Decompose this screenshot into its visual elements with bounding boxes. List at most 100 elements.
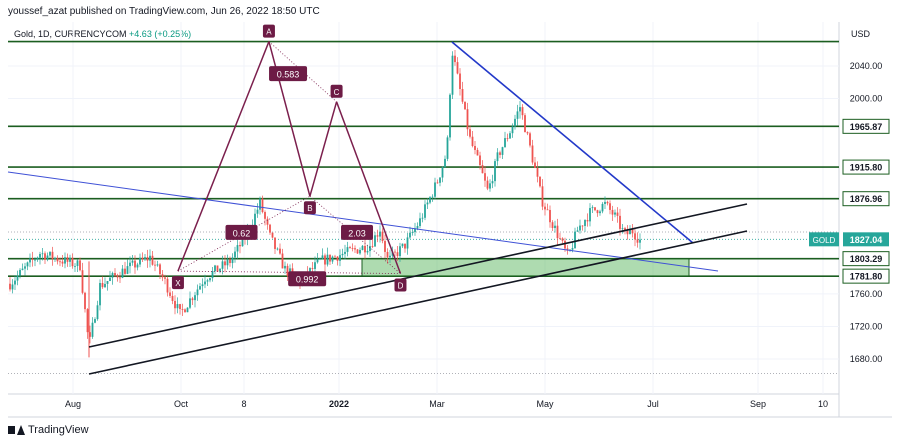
candle-body	[64, 257, 66, 264]
time-tick-label: Aug	[65, 399, 81, 409]
candles-layer	[9, 49, 641, 358]
time-axis[interactable]: Aug Oct 8 2022 Mar May Jul Sep 10	[65, 399, 828, 409]
candle-body	[21, 268, 24, 270]
candle-body	[231, 257, 234, 264]
footer-brand: TradingView	[28, 424, 89, 436]
candle-body	[401, 243, 404, 247]
price-axis[interactable]: 2040.00 2000.00 1760.00 1720.00 1680.00 1965.…	[809, 61, 890, 364]
candle-body	[429, 197, 431, 203]
candle-body	[46, 255, 49, 260]
time-tick-label: 8	[241, 399, 246, 409]
candle-body	[239, 245, 241, 247]
candle-body	[141, 257, 144, 260]
footer[interactable]: TradingView	[8, 424, 89, 436]
levels-layer	[8, 40, 839, 277]
candle-body	[354, 248, 356, 250]
candle-body	[366, 251, 369, 253]
candle-body	[456, 62, 459, 74]
candle-body	[474, 145, 476, 150]
candle-body	[564, 240, 566, 249]
candle-body	[574, 231, 576, 249]
candle-body	[191, 298, 194, 301]
time-tick-label: 2022	[329, 399, 349, 409]
candle-body	[254, 213, 256, 227]
candle-body	[531, 145, 534, 163]
candle-body	[324, 255, 326, 265]
candle-body	[26, 262, 29, 267]
candle-body	[149, 255, 151, 261]
candle-body	[211, 271, 214, 279]
candle-body	[404, 243, 406, 249]
candle-body	[131, 260, 134, 263]
candle-body	[544, 206, 546, 210]
candle-body	[224, 261, 226, 266]
candle-body	[344, 251, 346, 254]
candle-body	[286, 265, 289, 276]
candle-body	[259, 198, 261, 210]
candle-body	[279, 248, 281, 254]
candle-body	[266, 218, 269, 225]
candle-body	[269, 224, 271, 233]
candle-body	[491, 181, 494, 184]
candle-body	[584, 220, 586, 226]
time-tick-label: Mar	[429, 399, 445, 409]
candle-body	[349, 247, 351, 249]
candle-body	[329, 254, 331, 262]
pattern-ratio-label: 0.62	[233, 228, 251, 238]
candle-body	[11, 284, 14, 290]
candle-body	[591, 207, 594, 209]
pattern-ratio-label: 0.583	[277, 70, 300, 80]
level-price-label: 1781.80	[850, 272, 883, 282]
publisher-line: youssef_azat published on TradingView.co…	[8, 6, 320, 17]
candle-body	[461, 89, 464, 102]
candle-body	[271, 232, 274, 238]
candle-body	[439, 177, 441, 183]
demand-zone-rect	[361, 258, 690, 277]
candle-body	[386, 251, 389, 258]
candle-body	[136, 264, 139, 268]
candle-body	[421, 217, 424, 219]
candle-body	[416, 226, 419, 229]
candle-body	[504, 138, 506, 148]
time-tick-label: Jul	[647, 399, 659, 409]
pattern-point-badge	[394, 278, 407, 292]
channel-lower-line	[88, 230, 748, 375]
candle-body	[111, 273, 114, 278]
candle-body	[204, 281, 206, 285]
candle-body	[399, 246, 401, 257]
candle-body	[216, 265, 219, 272]
candle-body	[311, 268, 314, 269]
candle-body	[561, 238, 564, 241]
candle-body	[76, 260, 79, 266]
candle-body	[396, 252, 399, 257]
candle-body	[536, 168, 539, 177]
candle-body	[466, 109, 469, 130]
grid-layer	[8, 22, 839, 394]
candle-body	[604, 201, 606, 204]
level-price-box	[842, 118, 890, 134]
candle-body	[34, 259, 36, 261]
candle-body	[79, 260, 81, 271]
price-tick-label: 1680.00	[850, 354, 883, 364]
candle-body	[469, 129, 471, 137]
candle-body	[384, 241, 386, 252]
candle-body	[189, 298, 191, 308]
candle-body	[31, 258, 34, 260]
pattern-point-badge	[171, 276, 184, 290]
candle-body	[611, 209, 614, 215]
level-price-label: 1876.96	[850, 194, 883, 204]
candle-body	[179, 304, 181, 310]
time-tick-label: May	[536, 399, 554, 409]
candle-body	[221, 261, 224, 269]
candle-body	[631, 229, 634, 234]
candle-body	[14, 280, 16, 285]
candle-body	[351, 248, 354, 249]
candle-body	[359, 249, 361, 254]
candle-body	[119, 277, 121, 279]
candle-body	[476, 149, 479, 156]
candle-body	[406, 237, 409, 249]
candle-body	[449, 94, 451, 138]
candle-body	[621, 228, 624, 229]
pattern-layer: X A B C D 0.583 0.62 2.03 0.992	[171, 24, 407, 292]
